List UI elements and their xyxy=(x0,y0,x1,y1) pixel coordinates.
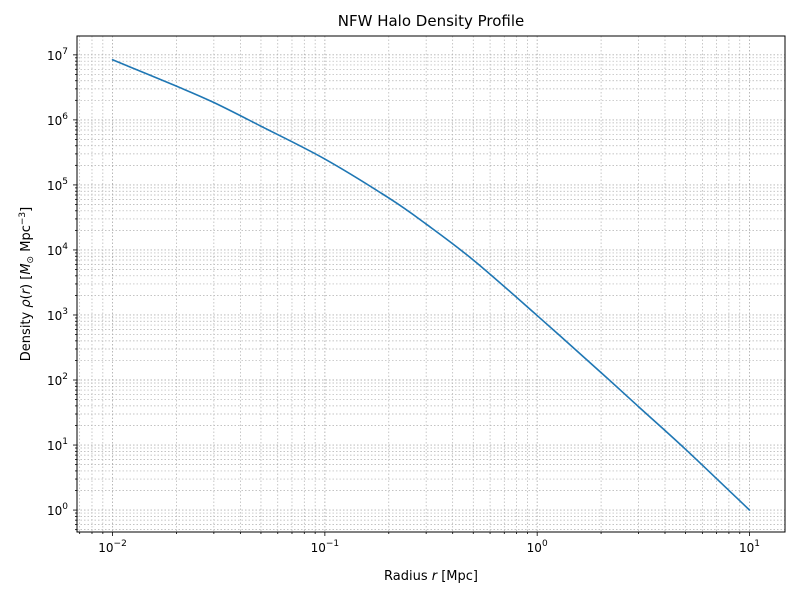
chart-title: NFW Halo Density Profile xyxy=(338,12,524,30)
data-point xyxy=(111,58,114,61)
x-tick-label: 101 xyxy=(739,539,760,555)
y-tick-label: 100 xyxy=(47,502,68,518)
x-tick-label: 100 xyxy=(527,539,548,555)
y-tick-label: 101 xyxy=(47,437,68,453)
data-point xyxy=(324,158,326,160)
y-tick-label: 102 xyxy=(47,372,68,388)
data-point xyxy=(213,101,215,104)
x-tick-label: 10−1 xyxy=(311,539,340,555)
y-tick-label: 107 xyxy=(47,47,68,63)
data-point xyxy=(684,448,687,451)
data-point xyxy=(175,85,178,87)
data-point xyxy=(472,259,475,261)
data-point xyxy=(387,197,390,199)
data-point xyxy=(600,371,602,374)
tick-layer: 10−2 10−1 100 101 100 101 102 103 104 105 106 107 xyxy=(47,47,760,555)
data-point xyxy=(637,405,640,408)
y-axis-label: Density ρ(r) [M⊙ Mpc−3] xyxy=(18,207,36,361)
y-tick-label: 106 xyxy=(47,112,68,128)
x-tick-label: 10−2 xyxy=(98,539,127,555)
data-point xyxy=(536,314,538,317)
y-tick-label: 105 xyxy=(47,177,68,193)
data-point xyxy=(260,125,262,127)
y-tick-label: 103 xyxy=(47,307,68,323)
series-layer xyxy=(111,58,751,511)
density-profile-line xyxy=(112,59,751,511)
grid-layer xyxy=(77,36,785,532)
y-tick-label: 104 xyxy=(47,242,68,258)
data-point xyxy=(748,509,751,511)
data-point xyxy=(425,223,427,225)
x-axis-label: Radius r [Mpc] xyxy=(384,569,478,584)
